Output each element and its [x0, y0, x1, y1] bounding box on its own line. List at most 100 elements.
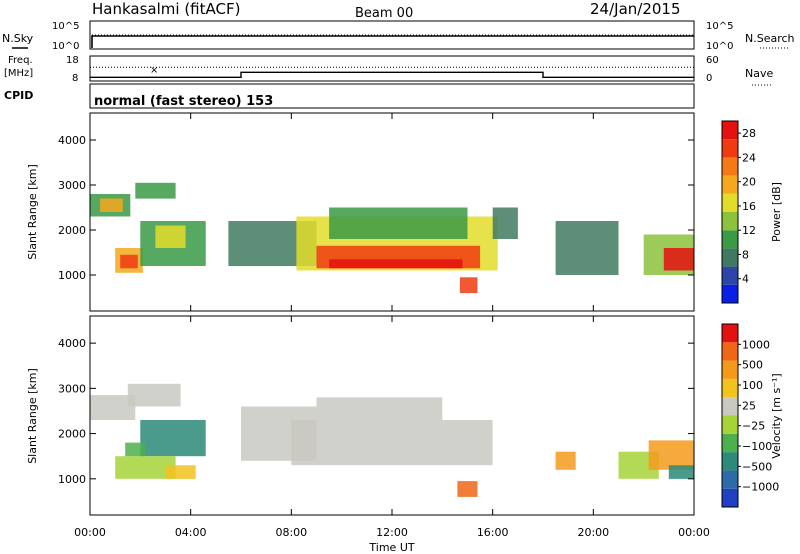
xtick-label: 00:00: [678, 526, 710, 539]
xtick-label: 08:00: [275, 526, 307, 539]
data-region: [125, 442, 146, 457]
power-colorbar: 4 8 12 16 20 24 28: [721, 120, 756, 304]
colorbar-tick-label: 24: [742, 151, 756, 164]
freq-spike-marker: ×: [150, 65, 158, 76]
colorbar-segment: [722, 452, 738, 471]
colorbar-tick-label: 4: [742, 273, 749, 286]
noise-sky-trace: [91, 35, 694, 48]
colorbar-segment: [722, 378, 738, 398]
data-region: [140, 420, 206, 457]
xtick-label: 04:00: [175, 526, 207, 539]
colorbar-segment: [722, 266, 738, 285]
colorbar-segment: [722, 212, 738, 231]
freq-tick-bottom: 8: [72, 73, 78, 84]
colorbar-segment: [722, 470, 738, 489]
noise-tick-bottom-right: 10^0: [706, 41, 733, 52]
noise-tick-top-right: 10^5: [706, 21, 733, 32]
colorbar-frame: [721, 323, 739, 508]
colorbar-tick-label: 16: [742, 200, 756, 213]
power-cells: [90, 182, 694, 294]
colorbar-segment: [722, 230, 738, 249]
colorbar-tick-label: 20: [742, 176, 756, 189]
beam-title: Beam 00: [355, 6, 413, 21]
power-yticks: 1000 2000 3000 4000: [58, 134, 694, 282]
colorbar-tick-label: 100: [742, 379, 763, 392]
power-panel: 1000 2000 3000 4000 Slant Range [km] 4 8 12 16…: [26, 112, 783, 312]
data-region: [668, 465, 694, 479]
velocity-yticks: 1000 2000 3000 4000: [58, 337, 694, 486]
noise-tick-top-left: 10^5: [52, 21, 79, 32]
data-region: [648, 440, 694, 470]
xtick-label: 20:00: [577, 526, 609, 539]
cpid-label: CPID: [4, 89, 33, 102]
data-region: [492, 207, 518, 239]
noise-right-label: N.Search: [745, 32, 795, 45]
data-region: [115, 456, 176, 479]
nave-tick-bottom: 0: [706, 73, 712, 84]
colorbar-tick-label: −500: [742, 460, 772, 473]
data-region: [459, 277, 478, 294]
noise-panel-frame: [89, 20, 695, 50]
colorbar-tick-label: 8: [742, 248, 749, 261]
ytick-label: 4000: [58, 337, 86, 350]
colorbar-tick-label: −100: [742, 440, 772, 453]
freq-label-line1: Freq.: [8, 55, 33, 66]
data-region: [555, 221, 619, 275]
freq-label-line2: [MHz]: [4, 68, 33, 79]
data-region: [555, 451, 576, 470]
colorbar-segment: [722, 157, 738, 176]
colorbar-segment: [722, 121, 738, 140]
data-region: [100, 198, 123, 212]
colorbar-segment: [722, 360, 738, 379]
nave-label: Nave: [745, 67, 773, 80]
data-region: [155, 225, 186, 248]
time-axis-label: Time UT: [368, 541, 414, 554]
freq-tick-top: 18: [66, 55, 79, 66]
colorbar-segment: [722, 342, 738, 361]
station-title: Hankasalmi (fitACF): [92, 0, 240, 18]
data-region: [90, 395, 136, 420]
noise-left-label: N.Sky: [2, 32, 34, 45]
ytick-label: 1000: [58, 269, 86, 282]
data-region: [291, 420, 493, 466]
noise-tick-bottom-left: 10^0: [52, 41, 79, 52]
ytick-label: 2000: [58, 428, 86, 441]
power-colorbar-label: Power [dB]: [770, 182, 783, 242]
data-region: [316, 397, 443, 420]
velocity-panel: 1000 2000 3000 4000 Slant Range [km] 1000 50…: [26, 315, 783, 516]
colorbar-tick-label: −25: [742, 420, 765, 433]
ytick-label: 3000: [58, 179, 86, 192]
xtick-label: 00:00: [74, 526, 106, 539]
data-region: [127, 383, 181, 407]
colorbar-tick-label: 25: [742, 399, 756, 412]
colorbar-segment: [722, 193, 738, 212]
data-region: [329, 259, 463, 269]
data-region: [663, 248, 694, 271]
time-axis-ticks: 00:00 04:00 08:00 12:00 16:00 20:00 00:00: [74, 113, 710, 539]
velocity-colorbar-label: Velocity [m s⁻¹]: [770, 373, 783, 458]
colorbar-tick-label: 12: [742, 224, 756, 237]
colorbar-segment: [722, 488, 738, 507]
colorbar-tick-label: 500: [742, 359, 763, 372]
data-region: [135, 182, 176, 199]
colorbar-segment: [722, 175, 738, 194]
velocity-ylabel: Slant Range [km]: [26, 368, 39, 464]
velocity-colorbar: 1000 500 100 25 −25 −100 −500 −1000: [721, 323, 779, 508]
ytick-label: 4000: [58, 134, 86, 147]
data-region: [165, 465, 196, 479]
colorbar-tick-label: 1000: [742, 338, 770, 351]
freq-trace: [90, 71, 694, 78]
colorbar-frame: [721, 120, 739, 304]
colorbar-segment: [722, 248, 738, 267]
ytick-label: 2000: [58, 224, 86, 237]
cpid-text: normal (fast stereo) 153: [94, 94, 273, 109]
data-region: [457, 481, 478, 497]
date-title: 24/Jan/2015: [590, 0, 681, 18]
xtick-label: 12:00: [376, 526, 408, 539]
ytick-label: 3000: [58, 382, 86, 395]
colorbar-segment: [722, 415, 738, 434]
colorbar-tick-label: −1000: [742, 481, 779, 494]
ytick-label: 1000: [58, 473, 86, 486]
colorbar-segment: [722, 139, 738, 158]
